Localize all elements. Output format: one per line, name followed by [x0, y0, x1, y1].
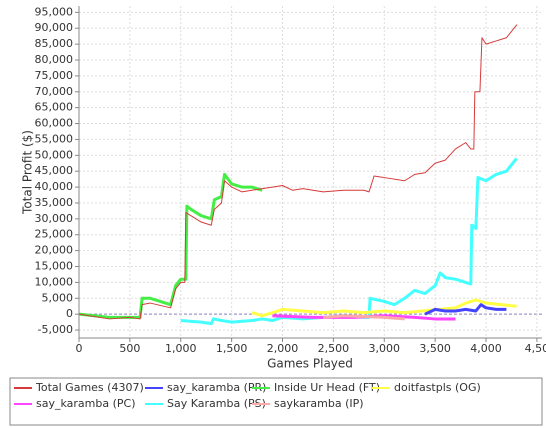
legend-label: Total Games (4307): [35, 381, 144, 394]
y-tick-label: 50,000: [35, 148, 74, 161]
series-line: [323, 314, 405, 321]
legend-label: saykaramba (IP): [274, 397, 364, 410]
y-tick-label: 25,000: [35, 228, 74, 241]
y-tick-label: 95,000: [35, 5, 74, 18]
y-tick-label: 45,000: [35, 164, 74, 177]
legend-label: say_karamba (PC): [36, 397, 136, 410]
x-tick-label: 500: [119, 342, 140, 355]
y-tick-label: 75,000: [35, 69, 74, 82]
y-tick-label: 60,000: [35, 117, 74, 130]
series-line: [78, 24, 518, 320]
x-tick-label: 1,000: [165, 342, 197, 355]
y-tick-label: 30,000: [35, 212, 74, 225]
legend-label: Say Karamba (PS): [167, 397, 266, 410]
legend-label: Inside Ur Head (FT): [274, 381, 380, 394]
x-tick-label: 4,50: [525, 342, 546, 355]
y-tick-label: 35,000: [35, 196, 74, 209]
series-line: [272, 314, 456, 321]
y-tick-label: 5,000: [42, 291, 74, 304]
y-tick-label: 80,000: [35, 53, 74, 66]
y-tick-label: 65,000: [35, 101, 74, 114]
y-tick-label: 40,000: [35, 180, 74, 193]
y-tick-label: 15,000: [35, 260, 74, 273]
y-tick-label: 90,000: [35, 21, 74, 34]
y-tick-label: 85,000: [35, 37, 74, 50]
y-tick-label: 55,000: [35, 132, 74, 145]
y-axis-title: Total Profit ($): [21, 130, 35, 215]
legend-label: doitfastpls (OG): [394, 381, 481, 394]
y-tick-label: 0: [66, 307, 73, 320]
plot-area: [79, 6, 542, 338]
x-tick-label: 4,000: [470, 342, 502, 355]
legend-box: [9, 377, 543, 426]
x-tick-label: 2,500: [318, 342, 350, 355]
x-tick-label: 2,000: [267, 342, 299, 355]
x-tick-label: 3,000: [369, 342, 401, 355]
series-line: [251, 298, 517, 318]
x-tick-label: 0: [76, 342, 83, 355]
series-line: [180, 157, 518, 326]
legend-label: say_karamba (PR): [167, 381, 266, 394]
x-axis-title: Games Played: [267, 357, 353, 371]
y-tick-label: 20,000: [35, 244, 74, 257]
y-tick-label: 10,000: [35, 275, 74, 288]
y-tick-label: 70,000: [35, 85, 74, 98]
x-tick-label: 3,500: [419, 342, 451, 355]
x-tick-label: 1,500: [216, 342, 248, 355]
series-line: [424, 303, 507, 316]
y-tick-label: -5,000: [38, 323, 73, 336]
